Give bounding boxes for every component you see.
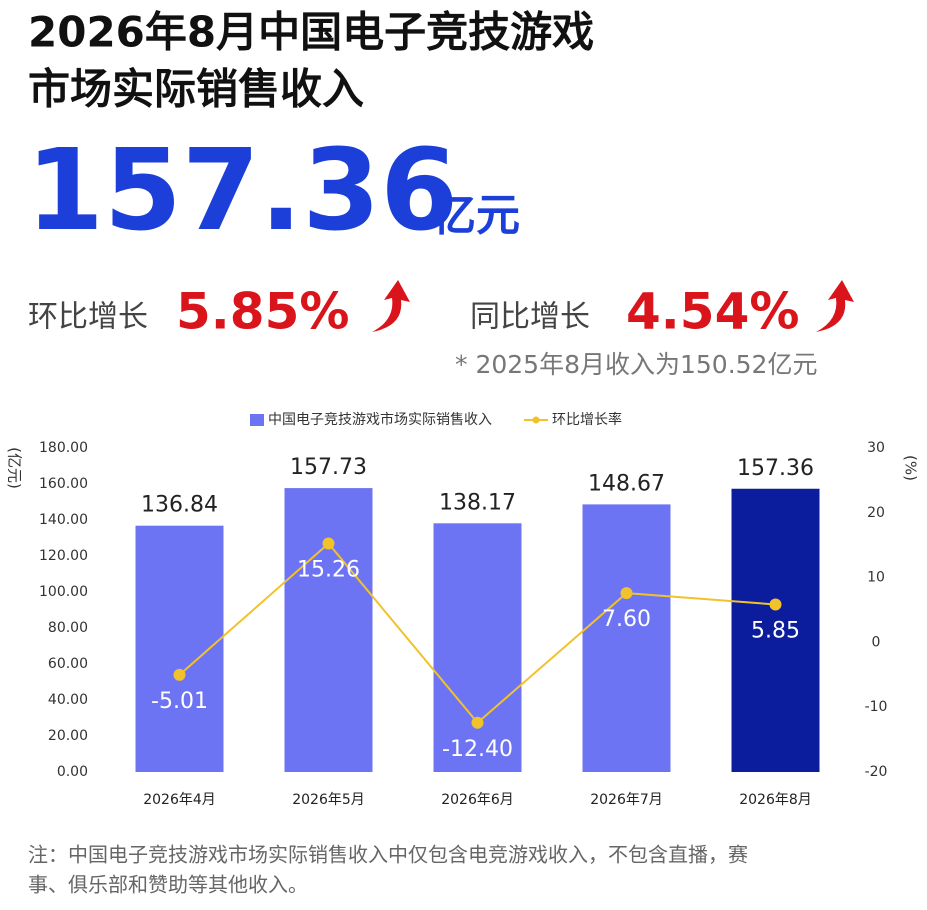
y2-axis-label: (%) <box>902 455 920 481</box>
stat-value: 4.54% <box>626 283 799 341</box>
x-tick-label: 2026年8月 <box>739 792 812 808</box>
point-value-label: -12.40 <box>442 737 513 762</box>
y-tick-label: 120.00 <box>39 548 88 564</box>
note-line: 注：中国电子竞技游戏市场实际销售收入中仅包含电竞游戏收入，不包含直播，赛 <box>28 843 748 867</box>
legend-swatch <box>532 416 540 424</box>
y-tick-label: 60.00 <box>48 656 88 672</box>
y-tick-label: 160.00 <box>39 476 88 492</box>
x-tick-label: 2026年4月 <box>143 792 216 808</box>
bar <box>433 523 522 772</box>
point <box>471 716 484 729</box>
point <box>173 668 186 681</box>
stat-value: 5.85% <box>176 283 349 341</box>
point-value-label: 5.85 <box>751 618 800 643</box>
y-tick-label: 140.00 <box>39 512 88 528</box>
y2-tick-label: -10 <box>865 699 888 715</box>
title-line: 2026年8月中国电子竞技游戏 <box>28 8 594 57</box>
bar-value-label: 136.84 <box>141 493 218 518</box>
point-value-label: 7.60 <box>602 607 651 632</box>
y2-tick-label: 20 <box>867 505 885 521</box>
y2-tick-label: -20 <box>865 764 888 780</box>
bar <box>284 488 373 772</box>
y2-tick-label: 30 <box>867 440 885 456</box>
y2-tick-label: 0 <box>872 634 881 650</box>
title-line: 市场实际销售收入 <box>28 65 364 114</box>
x-tick-label: 2026年7月 <box>590 792 663 808</box>
point <box>769 598 782 611</box>
bar-value-label: 157.36 <box>737 456 814 481</box>
chart: 0.00 20.00 40.00 60.00 80.00 100.00 120.00 140.… <box>6 411 920 808</box>
up-arrow <box>372 280 410 332</box>
stat-label: 同比增长 <box>470 300 590 335</box>
y-tick-label: 180.00 <box>39 440 88 456</box>
y-tick-label: 80.00 <box>48 620 88 636</box>
bar-value-label: 157.73 <box>290 455 367 480</box>
footnote: * 2025年8月收入为150.52亿元 <box>455 350 817 379</box>
point <box>620 587 633 600</box>
bar <box>731 488 820 772</box>
y2-tick-label: 10 <box>867 570 885 586</box>
note-line: 事、俱乐部和赞助等其他收入。 <box>28 873 308 897</box>
legend-swatch <box>250 414 264 426</box>
y-tick-label: 0.00 <box>57 764 88 780</box>
y-axis-label: (亿元) <box>6 447 24 489</box>
point-value-label: -5.01 <box>151 689 208 714</box>
x-tick-label: 2026年5月 <box>292 792 365 808</box>
y-tick-label: 100.00 <box>39 584 88 600</box>
bar <box>582 504 671 772</box>
x-tick-label: 2026年6月 <box>441 792 514 808</box>
big-number: 157.36 <box>26 126 458 256</box>
stat-label: 环比增长 <box>28 300 148 335</box>
big-unit: 亿元 <box>432 190 520 241</box>
bar-value-label: 148.67 <box>588 471 665 496</box>
point-value-label: 15.26 <box>297 558 360 583</box>
point <box>322 537 335 550</box>
y-tick-label: 20.00 <box>48 728 88 744</box>
up-arrow <box>816 280 854 332</box>
bar-value-label: 138.17 <box>439 490 516 515</box>
y-tick-label: 40.00 <box>48 692 88 708</box>
legend-label: 中国电子竞技游戏市场实际销售收入 <box>268 411 492 428</box>
legend-label: 环比增长率 <box>552 411 622 428</box>
